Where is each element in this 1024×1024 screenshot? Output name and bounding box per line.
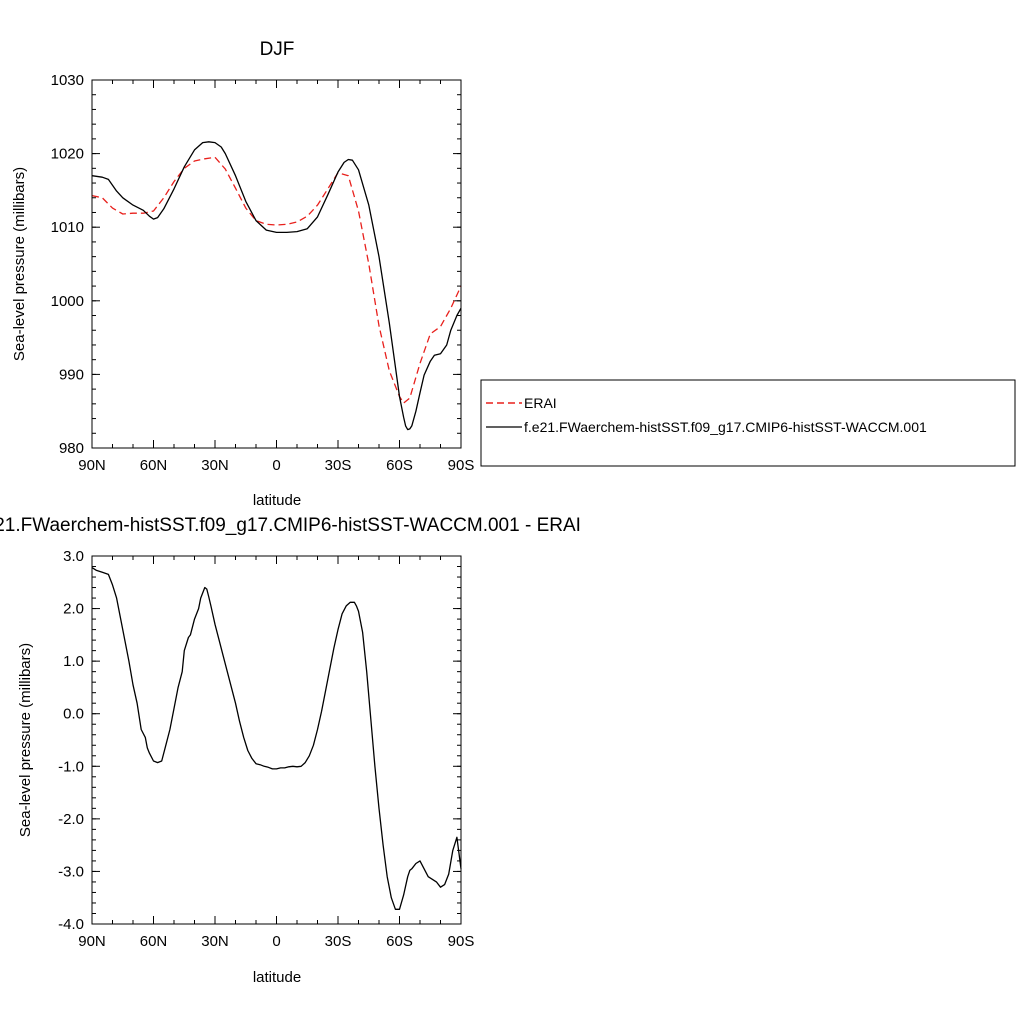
y-tick-label: -3.0 xyxy=(58,863,84,880)
series-lines xyxy=(91,567,462,910)
legend-label-model: f.e21.FWaerchem-histSST.f09_g17.CMIP6-hi… xyxy=(524,419,927,435)
x-tick-label: 30S xyxy=(325,457,352,474)
y-tick-label: 1010 xyxy=(51,219,84,236)
erai-series-line xyxy=(91,156,462,404)
series-lines xyxy=(91,141,462,431)
y-tick-label: 2.0 xyxy=(63,601,84,618)
difference-chart-title: f.e21.FWaerchem-histSST.f09_g17.CMIP6-hi… xyxy=(0,515,581,536)
y-tick-label: 3.0 xyxy=(63,548,84,565)
y-tick-label: 1030 xyxy=(51,72,84,89)
y-axis-label: Sea-level pressure (millibars) xyxy=(11,167,28,361)
y-tick-label: 980 xyxy=(59,440,84,457)
x-tick-label: 60S xyxy=(386,457,413,474)
x-tick-label: 90N xyxy=(78,933,106,950)
x-tick-label: 0 xyxy=(272,457,280,474)
x-axis-label: latitude xyxy=(253,492,301,509)
y-tick-label: 1020 xyxy=(51,146,84,163)
x-tick-label: 30N xyxy=(201,457,229,474)
y-tick-label: -1.0 xyxy=(58,758,84,775)
legend: ERAI f.e21.FWaerchem-histSST.f09_g17.CMI… xyxy=(480,379,1016,467)
x-tick-label: 30S xyxy=(325,933,352,950)
difference-series-line xyxy=(91,567,462,910)
plot-frame xyxy=(91,555,462,925)
y-tick-label: 0.0 xyxy=(63,706,84,723)
y-tick-label: 1.0 xyxy=(63,653,84,670)
y-tick-label: -4.0 xyxy=(58,916,84,933)
y-axis-label: Sea-level pressure (millibars) xyxy=(17,643,34,837)
chart-title: DJF xyxy=(260,39,295,60)
y-tick-label: 990 xyxy=(59,366,84,383)
legend-box xyxy=(480,379,1016,467)
y-tick-label: -2.0 xyxy=(58,811,84,828)
x-tick-label: 60N xyxy=(140,933,168,950)
axis-ticks: 90N 60N 30N 0 30S 60S 90S 980 990 1000 1010 1020 103… xyxy=(51,72,475,474)
y-tick-label: 1000 xyxy=(51,293,84,310)
x-tick-label: 90S xyxy=(448,457,475,474)
x-tick-label: 60N xyxy=(140,457,168,474)
plot-frame xyxy=(91,79,462,449)
difference-panel: f.e21.FWaerchem-histSST.f09_g17.CMIP6-hi… xyxy=(0,515,581,986)
x-axis-label: latitude xyxy=(253,969,301,986)
x-tick-label: 60S xyxy=(386,933,413,950)
x-tick-label: 90S xyxy=(448,933,475,950)
model-series-line xyxy=(91,141,462,431)
x-tick-label: 30N xyxy=(201,933,229,950)
axis-ticks: 90N 60N 30N 0 30S 60S 90S -4.0 -3.0 -2.0 -1.0 0.0 1.… xyxy=(58,548,474,950)
djf-panel: DJF Sea-level pressure (millibars) latit… xyxy=(11,39,474,509)
x-tick-label: 0 xyxy=(272,933,280,950)
legend-label-erai: ERAI xyxy=(524,395,557,411)
x-tick-label: 90N xyxy=(78,457,106,474)
